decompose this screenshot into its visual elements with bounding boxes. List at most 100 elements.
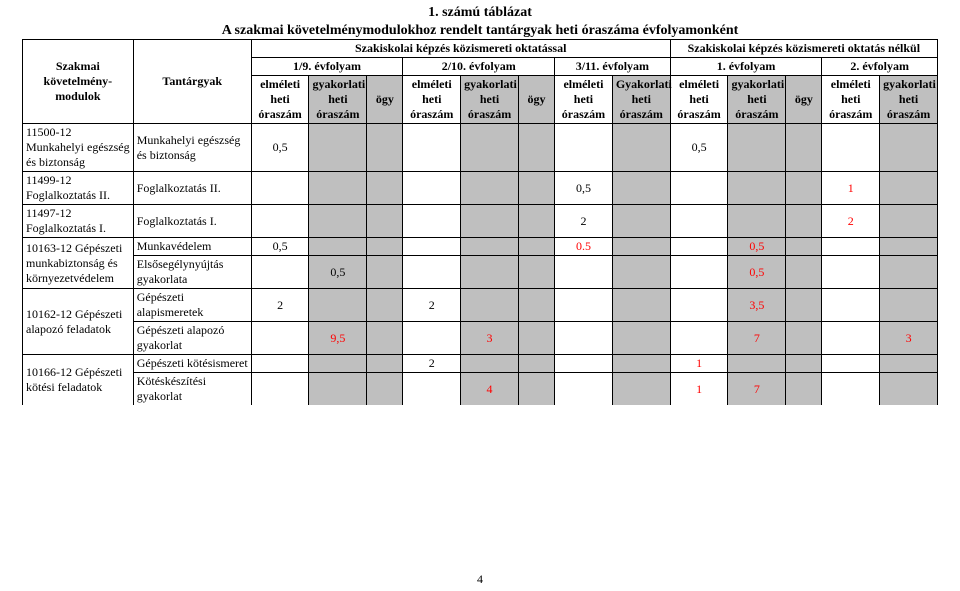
module-cell: 10162-12 Gépészeti alapozó feladatok [23,289,134,355]
table-row: 11500-12 Munkahelyi egészség és biztonsá… [23,124,938,172]
hdr-gyak: gyakorlati heti óraszám [461,76,519,124]
hdr-group-left: Szakiskolai képzés közismereti oktatássa… [251,40,670,58]
value-cell [786,172,822,205]
value-cell: 0,5 [670,124,728,172]
value-cell [880,172,938,205]
value-cell [367,238,403,256]
module-cell: 11499-12 Foglalkoztatás II. [23,172,134,205]
value-cell: 2 [822,205,880,238]
value-cell: 0,5 [309,256,367,289]
value-cell [612,373,670,406]
value-cell [367,289,403,322]
header-row-1: Szakmai követelmény-modulok Tantárgyak S… [23,40,938,58]
value-cell [880,373,938,406]
value-cell [670,322,728,355]
module-cell: 11500-12 Munkahelyi egészség és biztonsá… [23,124,134,172]
value-cell [518,172,554,205]
value-cell [251,205,309,238]
value-cell [309,355,367,373]
hdr-subject: Tantárgyak [133,40,251,124]
hdr-elm: elméleti heti óraszám [403,76,461,124]
hdr-group-right: Szakiskolai képzés közismereti oktatás n… [670,40,937,58]
subject-cell: Gépészeti alapozó gyakorlat [133,322,251,355]
hdr-ogy: ögy [518,76,554,124]
value-cell [786,289,822,322]
value-cell [612,289,670,322]
value-cell [518,256,554,289]
value-cell: 1 [670,355,728,373]
hdr-gyak: gyakorlati heti óraszám [880,76,938,124]
curriculum-table: Szakmai követelmény-modulok Tantárgyak S… [22,39,938,405]
value-cell [670,172,728,205]
value-cell [367,355,403,373]
value-cell: 3 [880,322,938,355]
hdr-ogy: ögy [786,76,822,124]
title-line-2: A szakmai követelménymodulokhoz rendelt … [22,22,938,40]
value-cell [403,373,461,406]
value-cell [786,355,822,373]
value-cell [461,238,519,256]
value-cell [786,373,822,406]
value-cell [518,355,554,373]
value-cell [555,124,613,172]
value-cell [822,256,880,289]
subject-cell: Kötéskészítési gyakorlat [133,373,251,406]
value-cell: 7 [728,373,786,406]
value-cell [309,373,367,406]
table-row: Elsősegélynyújtás gyakorlata 0,5 0,5 [23,256,938,289]
value-cell [518,373,554,406]
table-row: Gépészeti alapozó gyakorlat 9,5 3 7 3 [23,322,938,355]
value-cell [728,205,786,238]
value-cell [555,373,613,406]
value-cell [880,205,938,238]
hdr-y210: 2/10. évfolyam [403,58,555,76]
hdr-gyak-cap: Gyakorlati heti óraszám [612,76,670,124]
value-cell [403,238,461,256]
module-cell: 10163-12 Gépészeti munkabiztonság és kör… [23,238,134,289]
value-cell [367,373,403,406]
value-cell [403,205,461,238]
table-row: 10163-12 Gépészeti munkabiztonság és kör… [23,238,938,256]
value-cell [670,205,728,238]
module-cell: 11497-12 Foglalkoztatás I. [23,205,134,238]
value-cell [822,289,880,322]
table-row: 11499-12 Foglalkoztatás II. Foglalkoztat… [23,172,938,205]
title-line-1: 1. számú táblázat [22,4,938,22]
value-cell [403,322,461,355]
value-cell [518,124,554,172]
value-cell [670,238,728,256]
value-cell [461,355,519,373]
value-cell [251,172,309,205]
subject-cell: Munkahelyi egészség és biztonság [133,124,251,172]
value-cell: 2 [403,355,461,373]
value-cell [367,256,403,289]
value-cell [461,172,519,205]
value-cell [251,373,309,406]
value-cell [403,256,461,289]
value-cell [309,238,367,256]
hdr-y2: 2. évfolyam [822,58,938,76]
value-cell [612,172,670,205]
hdr-y311: 3/11. évfolyam [555,58,671,76]
module-cell: 10166-12 Gépészeti kötési feladatok [23,355,134,406]
value-cell [612,256,670,289]
value-cell: 1 [670,373,728,406]
value-cell [367,172,403,205]
value-cell [612,238,670,256]
table-row: 10162-12 Gépészeti alapozó feladatok Gép… [23,289,938,322]
subject-cell: Foglalkoztatás I. [133,205,251,238]
value-cell: 3,5 [728,289,786,322]
hdr-gyak: gyakorlati heti óraszám [728,76,786,124]
value-cell [309,172,367,205]
hdr-y1: 1. évfolyam [670,58,822,76]
value-cell [612,355,670,373]
subject-cell: Munkavédelem [133,238,251,256]
value-cell [822,322,880,355]
value-cell [518,322,554,355]
hdr-elm: elméleti heti óraszám [251,76,309,124]
value-cell [880,289,938,322]
page-number: 4 [0,572,960,587]
table-row: 11497-12 Foglalkoztatás I. Foglalkoztatá… [23,205,938,238]
hdr-gyak: gyakorlati heti óraszám [309,76,367,124]
value-cell: 0,5 [728,256,786,289]
